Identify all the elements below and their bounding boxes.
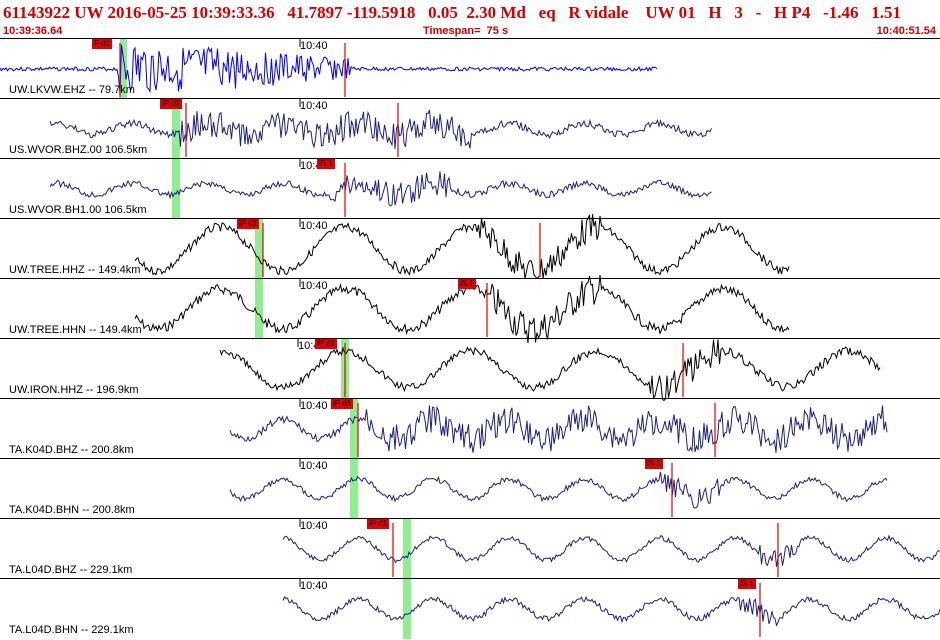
- station-label: US.WVOR.BHZ.00 106.5km: [9, 144, 148, 156]
- waveform-trace: [282, 595, 940, 627]
- trace-panel[interactable]: 10:40 iP d1 UW.TREE.HHZ -- 149.4km: [0, 214, 940, 280]
- time-tick-label: 10:40: [300, 400, 328, 412]
- station-label: TA.L04D.BHZ -- 229.1km: [9, 564, 133, 576]
- station-label: TA.K04D.BHN -- 200.8km: [9, 504, 135, 516]
- trace-panel[interactable]: 10:40 iS 1 TA.L04D.BHN -- 229.1km: [0, 578, 940, 639]
- time-tick-label: 10:40: [300, 580, 328, 592]
- end-time: 10:40:51.54: [876, 25, 936, 37]
- trace-panel[interactable]: 10:40 iS 1 US.WVOR.BH1.00 106.5km: [0, 158, 940, 219]
- pick-flag[interactable]: P d1: [92, 39, 113, 49]
- station-label: UW.TREE.HHN -- 149.4km: [9, 324, 142, 336]
- waveform-trace: [282, 534, 940, 567]
- phase-window: [350, 459, 358, 519]
- pick-flag[interactable]: iP d1: [237, 219, 260, 229]
- phase-window: [255, 219, 263, 279]
- trace-panel[interactable]: 10:40 iS 1 UW.TREE.HHN -- 149.4km: [0, 274, 940, 344]
- pick-flag[interactable]: iP d1: [331, 399, 354, 409]
- pick-flag[interactable]: iS 1: [317, 159, 335, 169]
- trace-canvas[interactable]: [0, 99, 940, 159]
- trace-canvas[interactable]: [0, 274, 940, 344]
- station-label: UW.LKVW.EHZ -- 79.7km: [9, 84, 135, 96]
- trace-panel[interactable]: 10:40 iP d1 TA.K04D.BHZ -- 200.8km: [0, 398, 940, 459]
- phase-window: [172, 159, 180, 219]
- waveform-trace: [229, 405, 888, 453]
- pick-flag[interactable]: iS 1: [645, 459, 663, 469]
- trace-canvas[interactable]: [0, 39, 940, 99]
- phase-window: [255, 279, 263, 339]
- phase-window: [403, 519, 411, 579]
- phase-window: [120, 39, 127, 99]
- trace-canvas[interactable]: [0, 399, 940, 459]
- station-label: TA.K04D.BHZ -- 200.8km: [9, 444, 134, 456]
- waveform-trace: [229, 471, 888, 509]
- trace-panel[interactable]: 10:40 iP d1 TA.L04D.BHZ -- 229.1km: [0, 518, 940, 579]
- event-title: 61143922 UW 2016-05-25 10:39:33.36 41.78…: [3, 3, 901, 22]
- trace-canvas[interactable]: [0, 459, 940, 519]
- station-label: US.WVOR.BH1.00 106.5km: [9, 204, 147, 216]
- trace-canvas[interactable]: [0, 579, 940, 639]
- timespan: Timespan= 75 s: [423, 25, 509, 37]
- trace-panel[interactable]: 10:40 P d1 UW.LKVW.EHZ -- 79.7km: [0, 38, 940, 99]
- trace-canvas[interactable]: [0, 159, 940, 219]
- trace-panel[interactable]: 10:40 iS 1 TA.K04D.BHN -- 200.8km: [0, 458, 940, 519]
- time-tick-label: 10:40: [300, 100, 328, 112]
- waveform-trace: [0, 44, 658, 95]
- time-tick-label: 10:40: [300, 520, 328, 532]
- seismogram-panels[interactable]: 10:40 P d1 UW.LKVW.EHZ -- 79.7km 10:40 iP d1…: [0, 38, 940, 640]
- time-tick-label: 10:40: [300, 460, 328, 472]
- phase-window: [350, 399, 358, 459]
- trace-canvas[interactable]: [0, 339, 940, 402]
- station-label: UW.TREE.HHZ -- 149.4km: [9, 264, 141, 276]
- time-tick-label: 10:40: [300, 280, 328, 292]
- station-label: UW.IRON.HHZ -- 196.9km: [9, 384, 139, 396]
- time-tick-label: 10:40: [300, 40, 328, 52]
- trace-canvas[interactable]: [0, 214, 940, 280]
- trace-panel[interactable]: 10:40 iP d1 UW.IRON.HHZ -- 196.9km: [0, 338, 940, 402]
- station-label: TA.L04D.BHN -- 229.1km: [9, 624, 134, 636]
- waveform-trace: [134, 274, 790, 344]
- waveform-trace: [49, 171, 712, 207]
- pick-flag[interactable]: iS 1: [458, 279, 476, 289]
- time-tick-label: 10:40: [300, 220, 328, 232]
- header: 61143922 UW 2016-05-25 10:39:33.36 41.78…: [0, 0, 940, 38]
- pick-flag[interactable]: iP d1: [315, 339, 338, 349]
- phase-window: [403, 579, 411, 639]
- waveform-trace: [134, 214, 790, 280]
- pick-flag[interactable]: iP d1: [367, 519, 390, 529]
- pick-flag[interactable]: iP d1: [160, 99, 183, 109]
- waveform-trace: [219, 339, 881, 402]
- waveform-trace: [49, 109, 712, 149]
- pick-flag[interactable]: iS 1: [738, 579, 756, 589]
- trace-panel[interactable]: 10:40 iP d1 US.WVOR.BHZ.00 106.5km: [0, 98, 940, 159]
- start-time: 10:39:36.64: [3, 25, 63, 37]
- trace-canvas[interactable]: [0, 519, 940, 579]
- phase-window: [172, 99, 180, 159]
